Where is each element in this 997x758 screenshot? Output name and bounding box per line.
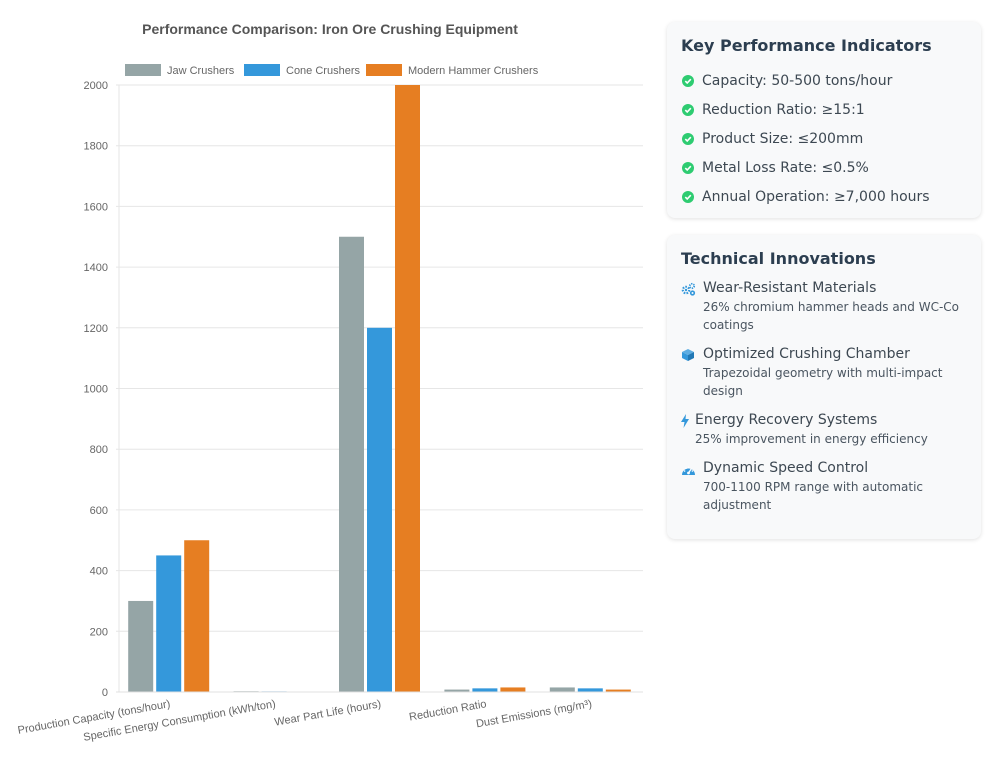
y-tick-label: 600 bbox=[90, 505, 108, 517]
kpi-item-label: Annual Operation: ≥7,000 hours bbox=[702, 188, 930, 205]
innovation-title: Wear-Resistant Materials bbox=[703, 280, 877, 296]
gears-icon bbox=[681, 279, 703, 334]
kpi-item-label: Capacity: 50-500 tons/hour bbox=[702, 72, 893, 89]
kpi-item-label: Product Size: ≤200mm bbox=[702, 130, 864, 147]
kpi-item-label: Metal Loss Rate: ≤0.5% bbox=[702, 159, 869, 176]
bar bbox=[128, 600, 154, 692]
y-tick-label: 2000 bbox=[84, 80, 108, 92]
y-tick-label: 1400 bbox=[84, 262, 108, 274]
check-circle-icon bbox=[682, 161, 694, 174]
innovation-item: Optimized Crushing Chamber Trapezoidal g… bbox=[681, 345, 967, 400]
kpi-item: Product Size: ≤200mm bbox=[681, 124, 967, 153]
innovation-title: Dynamic Speed Control bbox=[703, 460, 869, 476]
kpi-item: Capacity: 50-500 tons/hour bbox=[681, 66, 967, 95]
y-tick-label: 0 bbox=[102, 687, 108, 699]
innovation-desc: Trapezoidal geometry with multi-impact d… bbox=[703, 366, 943, 398]
check-circle-icon bbox=[682, 74, 694, 87]
y-tick-label: 800 bbox=[90, 444, 108, 456]
bar bbox=[472, 688, 498, 692]
x-tick-label: Wear Part Life (hours) bbox=[274, 698, 382, 729]
innovation-item: Energy Recovery Systems 25% improvement … bbox=[681, 411, 967, 448]
innovation-desc: 26% chromium hammer heads and WC-Co coat… bbox=[703, 300, 960, 332]
legend-swatch bbox=[366, 64, 402, 76]
bar bbox=[156, 555, 182, 692]
speedometer-icon bbox=[681, 459, 703, 514]
kpi-title: Key Performance Indicators bbox=[681, 36, 932, 55]
y-tick-label: 1600 bbox=[84, 201, 108, 213]
bolt-icon bbox=[681, 411, 695, 448]
y-tick-label: 1800 bbox=[84, 141, 108, 153]
bar bbox=[339, 236, 364, 692]
bar bbox=[500, 687, 526, 692]
cube-icon bbox=[681, 345, 703, 400]
innovation-desc: 700-1100 RPM range with automatic adjust… bbox=[703, 480, 923, 512]
kpi-item: Reduction Ratio: ≥15:1 bbox=[681, 95, 967, 124]
y-tick-label: 1000 bbox=[84, 384, 108, 396]
bar-chart: Performance Comparison: Iron Ore Crushin… bbox=[17, 21, 643, 744]
innovations-title: Technical Innovations bbox=[681, 249, 876, 268]
innovation-title: Optimized Crushing Chamber bbox=[703, 346, 910, 362]
bar bbox=[444, 689, 470, 692]
y-tick-label: 1200 bbox=[84, 323, 108, 335]
chart-title: Performance Comparison: Iron Ore Crushin… bbox=[142, 21, 518, 37]
check-circle-icon bbox=[682, 132, 694, 145]
x-tick-label: Specific Energy Consumption (kWh/ton) bbox=[82, 698, 276, 744]
bar bbox=[605, 689, 631, 692]
bar bbox=[367, 327, 392, 692]
bar bbox=[395, 85, 420, 692]
chart-area: Performance Comparison: Iron Ore Crushin… bbox=[17, 21, 643, 744]
check-circle-icon bbox=[682, 190, 694, 203]
bar bbox=[184, 540, 210, 692]
bar bbox=[577, 688, 603, 692]
kpi-item: Annual Operation: ≥7,000 hours bbox=[681, 182, 967, 211]
innovation-item: Dynamic Speed Control 700-1100 RPM range… bbox=[681, 459, 967, 514]
legend-swatch bbox=[244, 64, 280, 76]
innovations-card: Technical Innovations Wear-Resistant Mat… bbox=[667, 235, 981, 539]
legend-label: Modern Hammer Crushers bbox=[408, 65, 539, 77]
x-tick-label: Dust Emissions (mg/m³) bbox=[475, 698, 593, 730]
innovation-title: Energy Recovery Systems bbox=[695, 412, 878, 428]
innovation-item: Wear-Resistant Materials 26% chromium ha… bbox=[681, 279, 967, 334]
legend-label: Jaw Crushers bbox=[167, 65, 235, 77]
y-tick-label: 200 bbox=[90, 626, 108, 638]
kpi-item: Metal Loss Rate: ≤0.5% bbox=[681, 153, 967, 182]
legend-label: Cone Crushers bbox=[286, 65, 360, 77]
y-tick-label: 400 bbox=[90, 566, 108, 578]
check-circle-icon bbox=[682, 103, 694, 116]
kpi-item-label: Reduction Ratio: ≥15:1 bbox=[702, 101, 865, 118]
legend-swatch bbox=[125, 64, 161, 76]
bar bbox=[549, 687, 575, 692]
innovation-desc: 25% improvement in energy efficiency bbox=[695, 432, 928, 446]
kpi-card: Key Performance Indicators Capacity: 50-… bbox=[667, 22, 981, 218]
